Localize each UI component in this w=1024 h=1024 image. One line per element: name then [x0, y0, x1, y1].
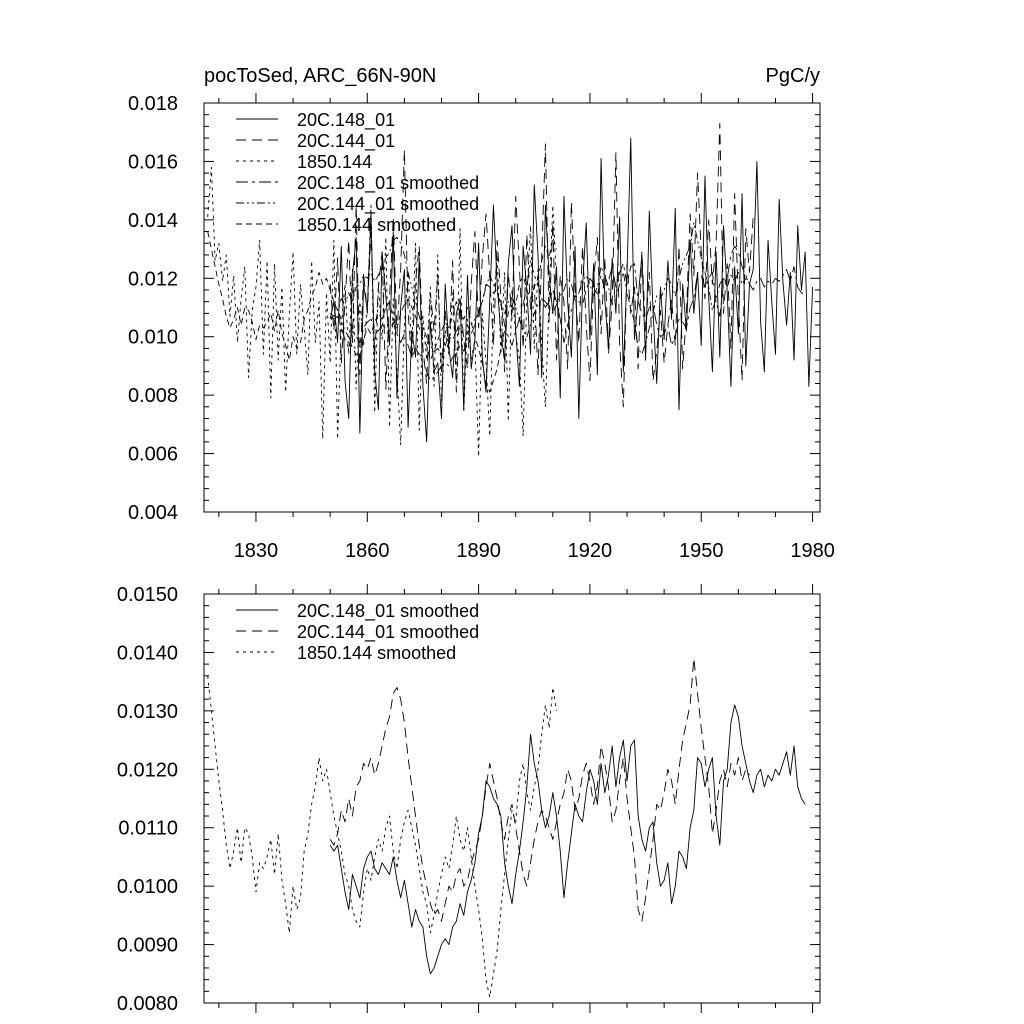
series-line — [329, 657, 750, 922]
legend-label: 20C.148_01 smoothed — [297, 601, 479, 622]
legend-label: 20C.148_01 smoothed — [297, 173, 479, 194]
x-tick-label: 1920 — [568, 540, 613, 562]
legend-label: 1850.144 — [297, 152, 372, 172]
y-tick-label: 0.0130 — [117, 701, 178, 723]
chart-title: pocToSed, ARC_66N-90N — [204, 65, 436, 87]
series-line — [329, 704, 806, 975]
y-tick-label: 0.008 — [128, 385, 178, 407]
series-line — [329, 137, 814, 443]
series-line — [329, 122, 754, 408]
legend-label: 1850.144 smoothed — [297, 215, 456, 235]
series-line — [207, 675, 557, 998]
y-tick-label: 0.0080 — [117, 993, 178, 1015]
y-tick-label: 0.0090 — [117, 935, 178, 957]
y-tick-label: 0.0150 — [117, 584, 178, 606]
y-tick-label: 0.004 — [128, 502, 178, 524]
plot-frame — [203, 102, 821, 513]
y-tick-label: 0.006 — [128, 444, 178, 466]
x-tick-label: 1980 — [790, 540, 835, 562]
y-tick-label: 0.010 — [128, 327, 178, 349]
x-tick-label: 1830 — [234, 540, 279, 562]
x-tick-label: 1890 — [456, 540, 501, 562]
bottom-panel: 0.0080 0.0090 0.0100 0.0110 0.0120 0.0130 0.01… — [117, 584, 821, 1015]
plot-frame — [203, 593, 821, 1004]
legend-label: 20C.144_01 smoothed — [297, 194, 479, 215]
y-tick-label: 0.0140 — [117, 642, 178, 664]
series-line — [207, 166, 557, 457]
x-tick-label: 1950 — [679, 540, 724, 562]
series-line — [329, 245, 806, 381]
y-tick-label: 0.0110 — [118, 818, 178, 840]
top-panel: pocToSed, ARC_66N-90N PgC/y 0.004 0.006 0.… — [128, 65, 835, 562]
legend-label: 1850.144 smoothed — [297, 643, 456, 663]
y-tick-label: 0.014 — [128, 210, 178, 232]
legend-label: 20C.144_01 — [297, 131, 395, 152]
y-tick-label: 0.0100 — [117, 876, 178, 898]
legend-label: 20C.148_01 — [297, 110, 395, 131]
y-tick-label: 0.0120 — [117, 759, 178, 781]
series-line — [329, 222, 750, 355]
y-tick-label: 0.016 — [128, 151, 178, 173]
legend-label: 20C.144_01 smoothed — [297, 622, 479, 643]
y-tick-label: 0.012 — [128, 268, 178, 290]
series-line — [207, 231, 557, 393]
x-tick-label: 1860 — [345, 540, 390, 562]
units-label: PgC/y — [766, 65, 820, 87]
y-tick-label: 0.018 — [128, 93, 178, 115]
